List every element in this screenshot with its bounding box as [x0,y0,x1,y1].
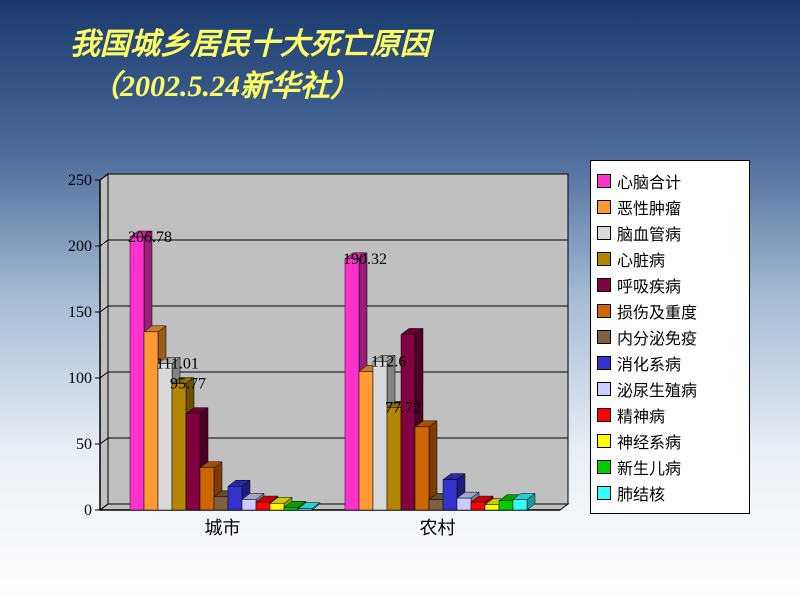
legend-label: 神经系病 [617,429,681,453]
svg-text:150: 150 [68,304,92,321]
legend-swatch [597,174,611,188]
svg-text:城市: 城市 [205,518,241,538]
legend-label: 肺结核 [617,481,665,505]
legend-swatch [597,408,611,422]
legend-item: 呼吸疾病 [597,273,743,297]
legend-label: 脑血管病 [617,221,681,245]
legend-item: 新生儿病 [597,455,743,479]
legend-item: 内分泌免疫 [597,325,743,349]
svg-text:112.6: 112.6 [371,353,406,370]
legend-label: 呼吸疾病 [617,273,681,297]
chart-svg: 0 50 100 150 200 250 城市 农村 206.78 111.01 95.77 190.… [50,160,570,560]
legend-swatch [597,200,611,214]
legend-swatch [597,434,611,448]
legend-swatch [597,278,611,292]
legend-swatch [597,460,611,474]
svg-text:200: 200 [68,238,92,255]
legend-item: 泌尿生殖病 [597,377,743,401]
legend-swatch [597,382,611,396]
legend-swatch [597,252,611,266]
legend-label: 精神病 [617,403,665,427]
legend-label: 恶性肿瘤 [617,195,681,219]
svg-text:50: 50 [76,436,92,453]
svg-text:250: 250 [68,172,92,189]
legend-item: 恶性肿瘤 [597,195,743,219]
legend-label: 新生儿病 [617,455,681,479]
legend-item: 损伤及重度 [597,299,743,323]
svg-text:100: 100 [68,370,92,387]
svg-text:190.32: 190.32 [343,251,387,268]
svg-text:77.72: 77.72 [385,399,421,416]
legend-item: 精神病 [597,403,743,427]
legend-swatch [597,304,611,318]
legend-label: 内分泌免疫 [617,325,697,349]
svg-text:农村: 农村 [420,518,456,538]
legend-swatch [597,226,611,240]
svg-text:111.01: 111.01 [156,355,199,372]
legend-label: 心脑合计 [617,169,681,193]
title-line-2: （2002.5.24新华社） [90,70,360,103]
legend-label: 消化系病 [617,351,681,375]
legend-label: 心脏病 [617,247,665,271]
legend-item: 心脑合计 [597,169,743,193]
legend-swatch [597,330,611,344]
legend-swatch [597,486,611,500]
svg-text:0: 0 [84,502,92,519]
legend-item: 脑血管病 [597,221,743,245]
legend-swatch [597,356,611,370]
legend-item: 心脏病 [597,247,743,271]
legend-item: 肺结核 [597,481,743,505]
legend-item: 消化系病 [597,351,743,375]
svg-text:206.78: 206.78 [128,229,172,246]
svg-text:95.77: 95.77 [170,376,206,393]
plot-area: 0 50 100 150 200 250 城市 农村 206.78 111.01 95.77 190.… [50,160,570,560]
legend-label: 损伤及重度 [617,299,697,323]
chart-container: 0 50 100 150 200 250 城市 农村 206.78 111.01 95.77 190.… [50,160,750,560]
legend-item: 神经系病 [597,429,743,453]
legend: 心脑合计恶性肿瘤脑血管病心脏病呼吸疾病损伤及重度内分泌免疫消化系病泌尿生殖病精神… [590,160,750,514]
slide-title: 我国城乡居民十大死亡原因 （2002.5.24新华社） [70,24,760,108]
legend-label: 泌尿生殖病 [617,377,697,401]
title-line-1: 我国城乡居民十大死亡原因 [70,28,430,61]
